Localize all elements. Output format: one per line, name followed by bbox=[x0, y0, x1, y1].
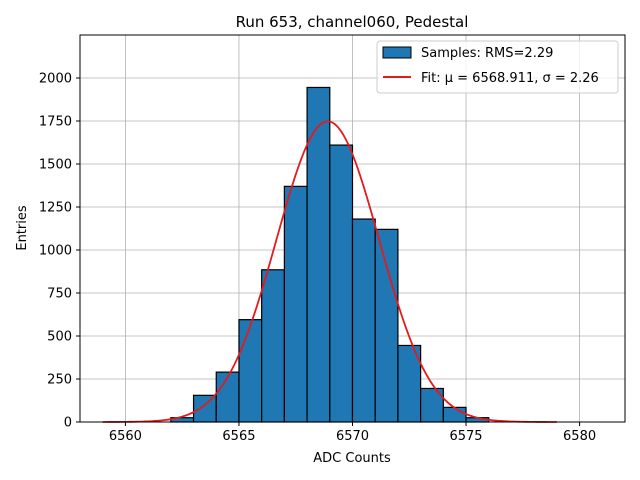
x-tick-label: 6565 bbox=[222, 429, 255, 444]
legend-swatch-samples bbox=[382, 46, 412, 59]
x-axis: 6560 6565 6570 6575 6580 bbox=[109, 422, 596, 444]
histogram-bars bbox=[170, 86, 490, 423]
histogram-bar bbox=[192, 394, 217, 423]
chart-title: Run 653, channel060, Pedestal bbox=[236, 13, 469, 31]
legend: Samples: RMS=2.29 Fit: μ = 6568.911, σ =… bbox=[376, 40, 619, 94]
histogram-bar bbox=[261, 269, 285, 423]
y-tick-label: 250 bbox=[47, 373, 72, 388]
gaussian-fit-line bbox=[102, 120, 557, 423]
y-axis-label: Entries bbox=[15, 205, 30, 251]
histogram-bar bbox=[329, 144, 354, 423]
histogram-bar bbox=[351, 218, 376, 423]
x-tick-label: 6570 bbox=[336, 429, 369, 444]
histogram-bar bbox=[374, 228, 399, 423]
histogram-bar bbox=[215, 371, 240, 423]
x-tick-label: 6580 bbox=[563, 429, 596, 444]
legend-label-samples: Samples: RMS=2.29 bbox=[421, 46, 553, 61]
histogram-bar bbox=[238, 319, 263, 423]
y-tick-label: 1500 bbox=[39, 158, 72, 173]
y-tick-label: 1750 bbox=[39, 115, 72, 130]
fit-curve-layer bbox=[102, 120, 557, 423]
y-tick-label: 500 bbox=[47, 330, 72, 345]
legend-box bbox=[376, 40, 619, 94]
y-tick-label: 750 bbox=[47, 287, 72, 302]
x-tick-label: 6575 bbox=[449, 429, 482, 444]
y-axis: 0 250 500 750 1000 1250 1500 1750 2000 bbox=[39, 72, 80, 431]
y-tick-label: 0 bbox=[64, 416, 72, 431]
x-tick-label: 6560 bbox=[109, 429, 142, 444]
x-axis-label: ADC Counts bbox=[313, 451, 391, 466]
histogram-bar bbox=[442, 406, 467, 423]
y-tick-label: 1000 bbox=[39, 244, 72, 259]
y-tick-label: 1250 bbox=[39, 201, 72, 216]
y-tick-label: 2000 bbox=[39, 72, 72, 87]
histogram-bar bbox=[283, 185, 308, 423]
legend-label-fit: Fit: μ = 6568.911, σ = 2.26 bbox=[421, 71, 599, 86]
